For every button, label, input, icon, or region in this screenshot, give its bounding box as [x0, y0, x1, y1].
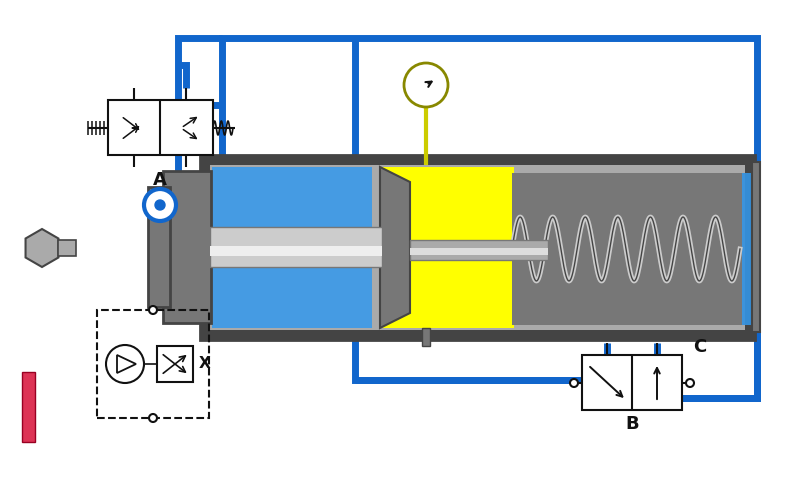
Bar	[752, 162, 760, 332]
Circle shape	[404, 63, 448, 107]
Bar	[410, 248, 548, 255]
Circle shape	[144, 189, 176, 221]
Bar	[157, 346, 193, 382]
Bar	[210, 246, 382, 256]
Bar	[97, 310, 209, 418]
Bar	[108, 100, 213, 155]
Bar	[582, 355, 682, 410]
Circle shape	[149, 306, 157, 314]
Bar	[210, 227, 382, 267]
Circle shape	[686, 379, 694, 387]
Bar	[512, 173, 745, 325]
Bar	[148, 187, 170, 307]
Circle shape	[149, 414, 157, 422]
Polygon shape	[380, 167, 410, 328]
Bar	[410, 240, 548, 260]
Text: A: A	[153, 171, 167, 189]
Text: C: C	[694, 338, 706, 356]
Bar	[422, 328, 430, 346]
Circle shape	[106, 345, 144, 383]
Text: X: X	[199, 356, 210, 372]
Bar	[163, 171, 211, 323]
Circle shape	[155, 200, 165, 210]
Bar	[212, 167, 372, 328]
Bar	[382, 167, 514, 328]
Text: B: B	[625, 415, 639, 433]
Bar	[58, 240, 76, 256]
Bar	[210, 165, 745, 330]
Bar	[742, 173, 755, 325]
Circle shape	[570, 379, 578, 387]
Polygon shape	[26, 229, 58, 267]
Bar	[22, 372, 35, 442]
Bar	[200, 155, 755, 340]
